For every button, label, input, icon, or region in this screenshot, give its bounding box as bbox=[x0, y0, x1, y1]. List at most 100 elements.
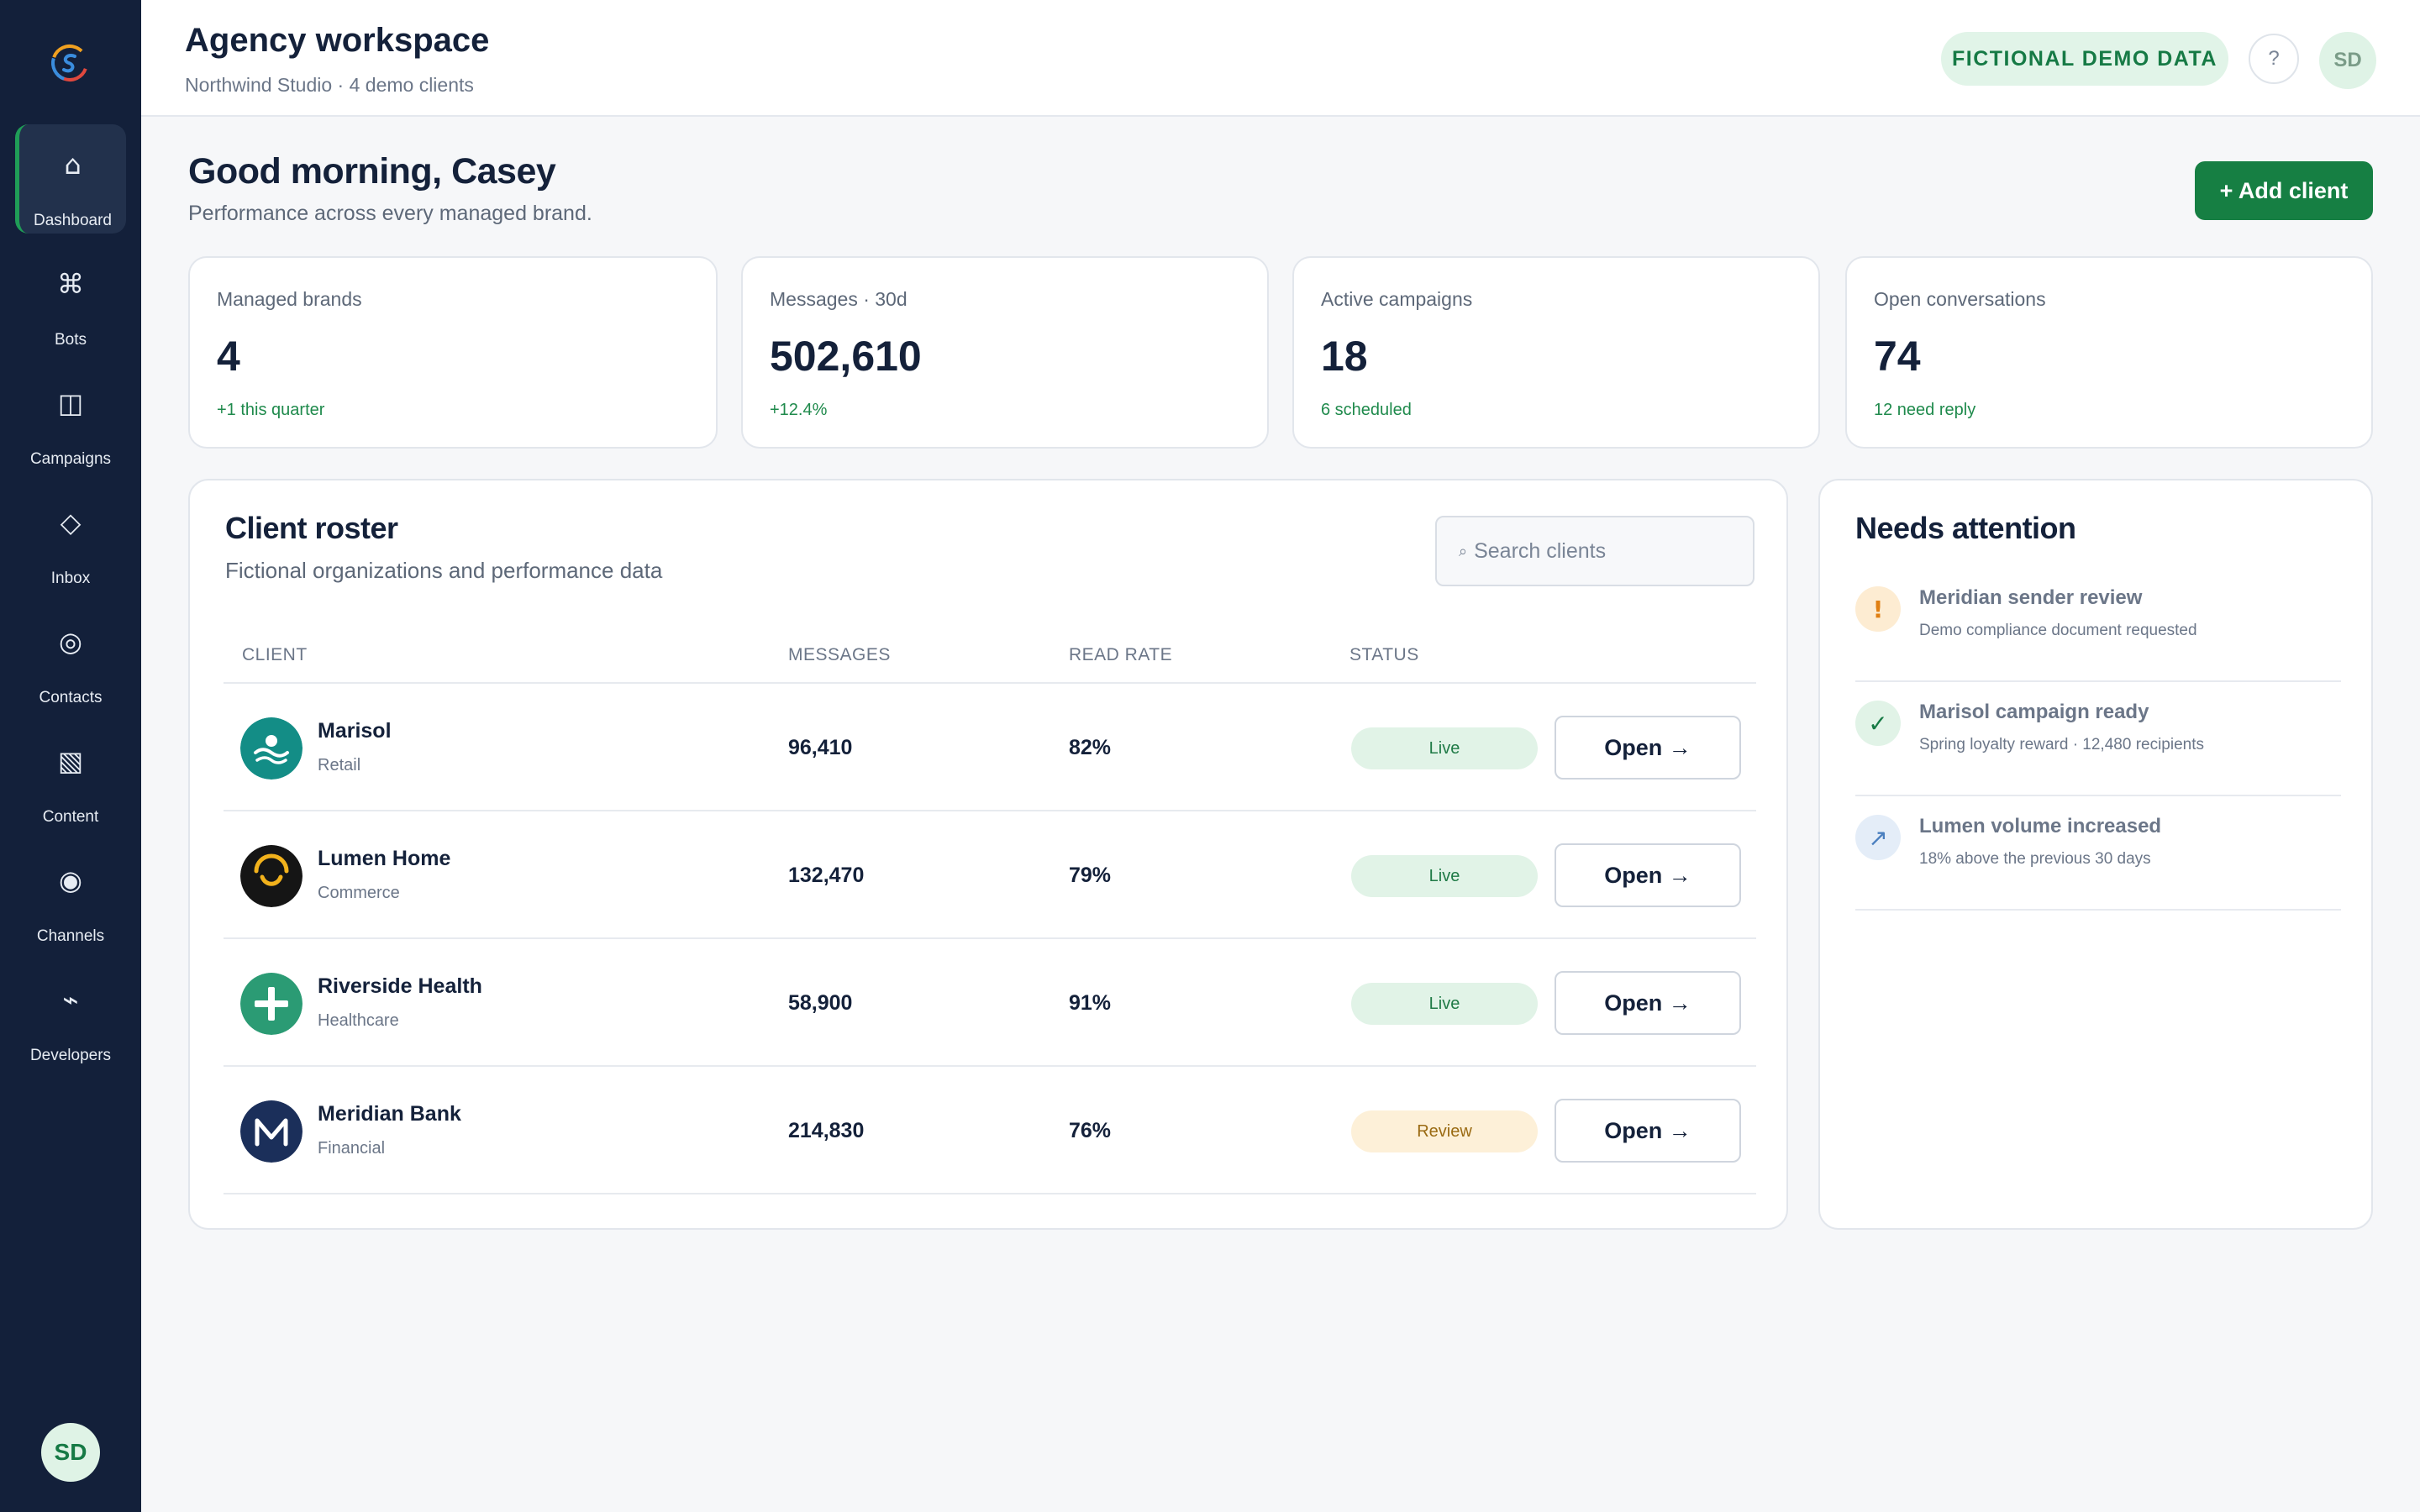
command-icon: ⌘ bbox=[57, 268, 84, 300]
roster-subtitle: Fictional organizations and performance … bbox=[225, 558, 663, 583]
stat-value: 4 bbox=[217, 333, 240, 380]
table-row: Meridian Bank Financial 214,830 76% Revi… bbox=[224, 1067, 1756, 1194]
m-logo bbox=[240, 1100, 302, 1163]
contacts-icon: ◎ bbox=[59, 626, 82, 658]
attention-item-title: Marisol campaign ready bbox=[1919, 701, 2149, 723]
open-client-button[interactable]: Open → bbox=[1555, 843, 1741, 907]
search-input[interactable] bbox=[1474, 538, 1727, 564]
client-category: Healthcare bbox=[318, 1011, 399, 1030]
sidebar-item-campaigns[interactable]: ◫ Campaigns bbox=[15, 363, 126, 472]
column-header-read-rate[interactable]: READ RATE bbox=[1069, 645, 1173, 664]
stat-label: Active campaigns bbox=[1321, 288, 1473, 310]
table-header-divider bbox=[224, 682, 1756, 684]
sidebar-item-label: Content bbox=[42, 808, 99, 826]
column-header-messages[interactable]: MESSAGES bbox=[788, 645, 891, 664]
sidebar-item-label: Bots bbox=[54, 331, 87, 349]
messages-value: 58,900 bbox=[788, 991, 853, 1015]
attention-item[interactable]: ✓ Marisol campaign ready Spring loyalty … bbox=[1855, 682, 2341, 796]
channels-icon: ◉ bbox=[59, 864, 82, 896]
sidebar-item-dashboard[interactable]: ⌂ Dashboard bbox=[15, 124, 126, 234]
column-header-client[interactable]: CLIENT bbox=[242, 645, 308, 664]
inbox-icon: ◇ bbox=[60, 507, 82, 538]
open-client-button[interactable]: Open → bbox=[1555, 1099, 1741, 1163]
developers-icon: ⌁ bbox=[62, 984, 79, 1016]
open-client-button[interactable]: Open → bbox=[1555, 716, 1741, 780]
stat-value: 74 bbox=[1874, 333, 1921, 380]
sidebar: ⌂ Dashboard ⌘ Bots ◫ Campaigns ◇ Inbox ◎… bbox=[0, 0, 141, 1512]
attention-item-description: Demo compliance document requested bbox=[1919, 622, 2197, 639]
needs-attention-card: Needs attention ! Meridian sender review… bbox=[1818, 479, 2373, 1230]
sidebar-item-inbox[interactable]: ◇ Inbox bbox=[15, 482, 126, 591]
read-rate-value: 79% bbox=[1069, 864, 1112, 887]
check-icon: ✓ bbox=[1855, 701, 1901, 746]
client-category: Financial bbox=[318, 1139, 386, 1158]
messages-value: 96,410 bbox=[788, 736, 853, 759]
attention-item[interactable]: ↗ Lumen volume increased 18% above the p… bbox=[1855, 796, 2341, 911]
table-row: Lumen Home Commerce 132,470 79% Live Ope… bbox=[224, 811, 1756, 939]
page-subtitle: Northwind Studio · 4 demo clients bbox=[185, 74, 474, 96]
client-category: Commerce bbox=[318, 884, 400, 902]
top-bar: Agency workspace Northwind Studio · 4 de… bbox=[141, 0, 2420, 117]
read-rate-value: 76% bbox=[1069, 1119, 1112, 1142]
user-avatar[interactable]: SD bbox=[2319, 32, 2376, 89]
arc-logo bbox=[240, 845, 302, 907]
stat-value: 18 bbox=[1321, 333, 1368, 380]
client-name: Meridian Bank bbox=[318, 1102, 461, 1126]
demo-data-badge: FICTIONAL DEMO DATA bbox=[1941, 32, 2228, 86]
sidebar-item-label: Channels bbox=[36, 927, 105, 945]
stat-card-messages: Messages · 30d 502,610 +12.4% bbox=[741, 256, 1269, 449]
sidebar-item-label: Contacts bbox=[39, 689, 103, 706]
stat-delta: 6 scheduled bbox=[1321, 401, 1412, 419]
table-row: Marisol Retail 96,410 82% Live Open → bbox=[224, 684, 1756, 811]
stat-card-open-conversations: Open conversations 74 12 need reply bbox=[1845, 256, 2373, 449]
sidebar-item-contacts[interactable]: ◎ Contacts bbox=[15, 601, 126, 711]
sidebar-item-label: Developers bbox=[29, 1047, 112, 1064]
attention-title: Needs attention bbox=[1855, 511, 2076, 545]
client-roster-card: Client roster Fictional organizations an… bbox=[188, 479, 1788, 1230]
attention-item-title: Meridian sender review bbox=[1919, 586, 2143, 609]
roster-title: Client roster bbox=[225, 511, 398, 545]
greeting-subtitle: Performance across every managed brand. bbox=[188, 202, 592, 225]
sidebar-item-developers[interactable]: ⌁ Developers bbox=[15, 959, 126, 1068]
attention-item[interactable]: ! Meridian sender review Demo compliance… bbox=[1855, 568, 2341, 682]
status-badge: Live bbox=[1351, 983, 1538, 1025]
search-box[interactable]: ⌕ bbox=[1435, 516, 1754, 586]
read-rate-value: 91% bbox=[1069, 991, 1112, 1015]
sidebar-item-label: Campaigns bbox=[29, 450, 112, 468]
sidebar-item-label: Dashboard bbox=[34, 212, 112, 229]
warning-icon: ! bbox=[1855, 586, 1901, 632]
home-icon: ⌂ bbox=[64, 149, 82, 181]
help-button[interactable]: ? bbox=[2249, 34, 2299, 84]
user-avatar[interactable]: SD bbox=[41, 1423, 100, 1482]
attention-item-description: Spring loyalty reward · 12,480 recipient… bbox=[1919, 736, 2205, 753]
add-client-button[interactable]: + Add client bbox=[2195, 161, 2373, 220]
sidebar-item-label: Inbox bbox=[50, 570, 91, 587]
search-icon: ⌕ bbox=[1459, 542, 1468, 559]
client-category: Retail bbox=[318, 756, 361, 774]
stat-label: Messages · 30d bbox=[770, 288, 908, 310]
column-header-status[interactable]: STATUS bbox=[1349, 645, 1419, 664]
sidebar-item-bots[interactable]: ⌘ Bots bbox=[15, 244, 126, 353]
stat-card-managed-brands: Managed brands 4 +1 this quarter bbox=[188, 256, 718, 449]
status-badge: Live bbox=[1351, 855, 1538, 897]
attention-item-description: 18% above the previous 30 days bbox=[1919, 850, 2151, 868]
status-badge: Live bbox=[1351, 727, 1538, 769]
read-rate-value: 82% bbox=[1069, 736, 1112, 759]
status-badge: Review bbox=[1351, 1110, 1538, 1152]
client-name: Lumen Home bbox=[318, 847, 451, 870]
client-name: Marisol bbox=[318, 719, 392, 743]
brand-logo[interactable] bbox=[49, 42, 91, 84]
stat-delta: +1 this quarter bbox=[217, 401, 325, 419]
sidebar-item-channels[interactable]: ◉ Channels bbox=[15, 840, 126, 949]
messages-value: 132,470 bbox=[788, 864, 865, 887]
wave-logo bbox=[240, 717, 302, 780]
table-row: Riverside Health Healthcare 58,900 91% L… bbox=[224, 939, 1756, 1067]
cross-logo bbox=[240, 973, 302, 1035]
attention-item-title: Lumen volume increased bbox=[1919, 815, 2162, 837]
stat-delta: 12 need reply bbox=[1874, 401, 1976, 419]
sidebar-item-content[interactable]: ▧ Content bbox=[15, 721, 126, 830]
stat-card-active-campaigns: Active campaigns 18 6 scheduled bbox=[1292, 256, 1820, 449]
messages-value: 214,830 bbox=[788, 1119, 865, 1142]
trend-up-icon: ↗ bbox=[1855, 815, 1901, 860]
open-client-button[interactable]: Open → bbox=[1555, 971, 1741, 1035]
